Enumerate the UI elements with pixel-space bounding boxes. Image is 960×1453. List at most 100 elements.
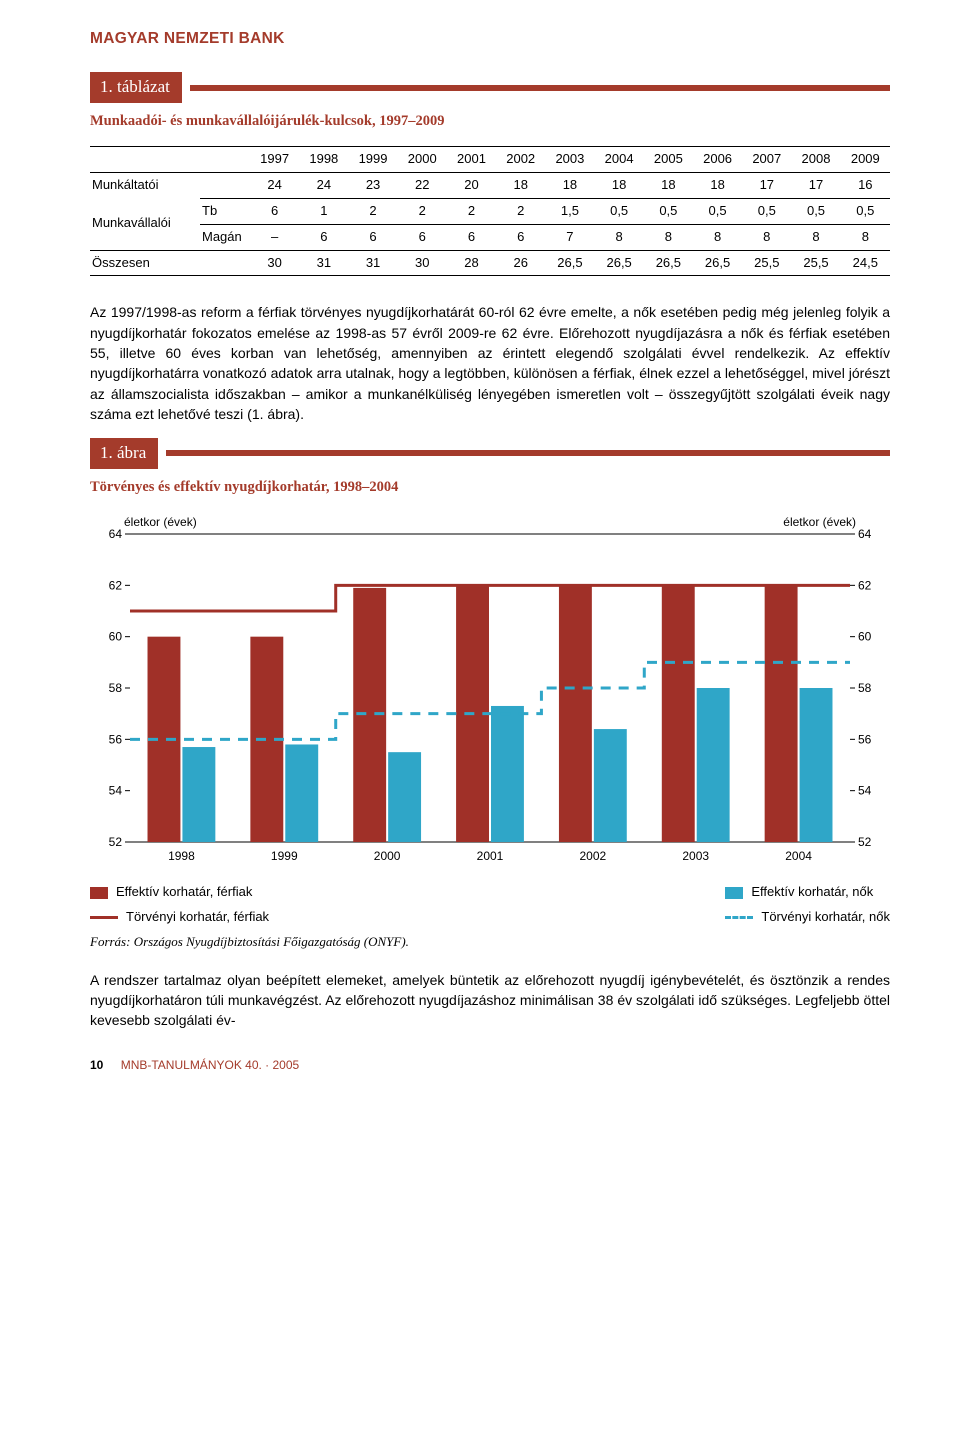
page-header: MAGYAR NEMZETI BANK xyxy=(90,28,890,50)
cell: 2 xyxy=(447,198,496,224)
cell: 2 xyxy=(496,198,545,224)
legend-label: Effektív korhatár, férfiak xyxy=(116,883,252,902)
cell: 0,5 xyxy=(644,198,693,224)
table-row: Magán – 6 6 6 6 6 7 8 8 8 8 8 8 xyxy=(90,224,890,250)
cell: 6 xyxy=(348,224,397,250)
cell: 24 xyxy=(250,172,299,198)
col-year: 1999 xyxy=(348,147,397,173)
footer-text: MNB-TANULMÁNYOK 40. · 2005 xyxy=(121,1058,300,1072)
cell: 1 xyxy=(299,198,348,224)
table-badge: 1. táblázat xyxy=(90,72,182,103)
svg-text:2000: 2000 xyxy=(374,849,401,863)
cell: 26,5 xyxy=(545,250,594,276)
cell: 0,5 xyxy=(742,198,791,224)
svg-text:64: 64 xyxy=(109,527,123,541)
chart-legend: Effektív korhatár, férfiak Törvényi korh… xyxy=(90,883,890,927)
col-year: 2000 xyxy=(398,147,447,173)
contributions-table: 1997 1998 1999 2000 2001 2002 2003 2004 … xyxy=(90,146,890,276)
svg-text:56: 56 xyxy=(109,732,123,746)
svg-text:60: 60 xyxy=(858,629,872,643)
retirement-age-chart: életkor (évek)életkor (évek)525254545656… xyxy=(90,512,890,877)
col-year: 2007 xyxy=(742,147,791,173)
legend-female-eff: Effektív korhatár, nők xyxy=(725,883,890,902)
svg-text:2002: 2002 xyxy=(580,849,607,863)
chart-svg: életkor (évek)életkor (évek)525254545656… xyxy=(90,512,890,872)
cell: 7 xyxy=(545,224,594,250)
svg-text:2001: 2001 xyxy=(477,849,504,863)
col-year: 2006 xyxy=(693,147,742,173)
cell: 1,5 xyxy=(545,198,594,224)
svg-text:64: 64 xyxy=(858,527,872,541)
cell: 0,5 xyxy=(595,198,644,224)
cell: 18 xyxy=(545,172,594,198)
legend-label: Törvényi korhatár, férfiak xyxy=(126,908,269,927)
chart-title-bar: 1. ábra xyxy=(90,438,890,469)
cell: 8 xyxy=(693,224,742,250)
cell: – xyxy=(250,224,299,250)
svg-text:62: 62 xyxy=(109,578,123,592)
cell: 6 xyxy=(299,224,348,250)
cell: 23 xyxy=(348,172,397,198)
svg-text:62: 62 xyxy=(858,578,872,592)
cell: 6 xyxy=(496,224,545,250)
table-title-bar: 1. táblázat xyxy=(90,72,890,103)
table-header-row: 1997 1998 1999 2000 2001 2002 2003 2004 … xyxy=(90,147,890,173)
col-year: 2009 xyxy=(841,147,890,173)
svg-text:1998: 1998 xyxy=(168,849,195,863)
row-label: Összesen xyxy=(90,250,250,276)
chart-source: Forrás: Országos Nyugdíjbiztosítási Főig… xyxy=(90,933,890,952)
col-year: 2005 xyxy=(644,147,693,173)
row-group-label: Munkavállalói xyxy=(90,198,200,250)
cell: 31 xyxy=(299,250,348,276)
legend-line-icon xyxy=(90,916,118,919)
cell: 30 xyxy=(250,250,299,276)
svg-text:58: 58 xyxy=(858,681,872,695)
cell: 26,5 xyxy=(644,250,693,276)
table-row: Munkavállalói Tb 6 1 2 2 2 2 1,5 0,5 0,5… xyxy=(90,198,890,224)
cell: 18 xyxy=(693,172,742,198)
table-row: Munkáltatói 24 24 23 22 20 18 18 18 18 1… xyxy=(90,172,890,198)
svg-text:54: 54 xyxy=(858,783,872,797)
cell: 8 xyxy=(595,224,644,250)
svg-text:58: 58 xyxy=(109,681,123,695)
row-sublabel: Tb xyxy=(200,198,250,224)
col-year: 2002 xyxy=(496,147,545,173)
cell: 6 xyxy=(250,198,299,224)
cell: 26,5 xyxy=(693,250,742,276)
cell: 8 xyxy=(791,224,840,250)
paragraph-1: Az 1997/1998-as reform a férfiak törvény… xyxy=(90,302,890,424)
cell: 25,5 xyxy=(791,250,840,276)
cell: 6 xyxy=(447,224,496,250)
svg-text:1999: 1999 xyxy=(271,849,298,863)
cell: 17 xyxy=(791,172,840,198)
table-rule xyxy=(190,85,890,91)
svg-text:56: 56 xyxy=(858,732,872,746)
row-sublabel: Magán xyxy=(200,224,250,250)
legend-male-eff: Effektív korhatár, férfiak xyxy=(90,883,269,902)
col-year: 1997 xyxy=(250,147,299,173)
legend-label: Effektív korhatár, nők xyxy=(751,883,873,902)
cell: 8 xyxy=(742,224,791,250)
svg-text:52: 52 xyxy=(109,835,123,849)
cell: 18 xyxy=(644,172,693,198)
cell: 18 xyxy=(496,172,545,198)
col-year: 2008 xyxy=(791,147,840,173)
cell: 25,5 xyxy=(742,250,791,276)
table-row: Összesen 30 31 31 30 28 26 26,5 26,5 26,… xyxy=(90,250,890,276)
cell: 0,5 xyxy=(791,198,840,224)
cell: 16 xyxy=(841,172,890,198)
chart-rule xyxy=(166,450,890,456)
page-number: 10 xyxy=(90,1058,103,1072)
col-year: 1998 xyxy=(299,147,348,173)
svg-text:2004: 2004 xyxy=(785,849,812,863)
legend-label: Törvényi korhatár, nők xyxy=(761,908,890,927)
col-year: 2003 xyxy=(545,147,594,173)
page-footer: 10 MNB-TANULMÁNYOK 40. · 2005 xyxy=(90,1057,890,1074)
legend-female-law: Törvényi korhatár, nők xyxy=(725,908,890,927)
chart-badge: 1. ábra xyxy=(90,438,158,469)
cell: 24 xyxy=(299,172,348,198)
cell: 24,5 xyxy=(841,250,890,276)
svg-text:52: 52 xyxy=(858,835,872,849)
cell: 22 xyxy=(398,172,447,198)
cell: 2 xyxy=(398,198,447,224)
